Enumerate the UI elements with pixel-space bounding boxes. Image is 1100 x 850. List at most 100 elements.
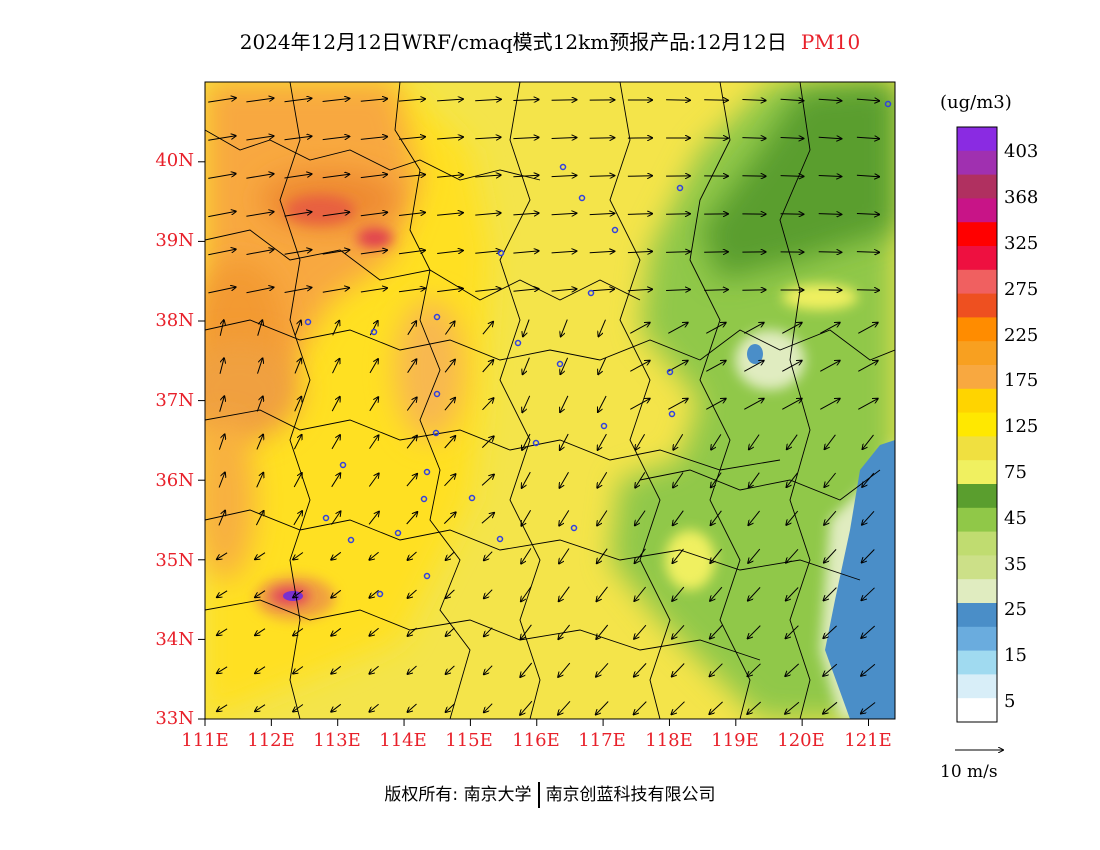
boundaries [205,82,895,719]
wind-arrow [369,665,379,674]
wind-arrow [398,99,425,101]
wind-arrow [709,701,723,714]
legend-label: 45 [1004,508,1027,529]
wind-arrow [863,434,874,449]
wind-arrow [856,99,879,101]
wind-arrow [246,136,273,141]
wind-arrow [787,472,798,487]
wind-arrow [513,251,538,253]
wind-arrow [293,552,304,560]
field-red-blob2 [357,228,393,248]
wind-arrow [861,702,876,714]
wind-arrow [780,138,804,139]
wind-arrow [635,548,646,563]
wind-arrow [406,512,418,525]
wind-arrow [597,548,608,564]
wind-arrow [369,359,378,374]
legend-label: 125 [1004,416,1039,437]
reference-wind-label: 10 m/s [940,762,998,782]
wind-arrow [513,137,538,138]
wind-arrow [634,586,646,601]
wind-arrow [823,663,838,676]
wind-arrow [219,358,224,374]
legend-swatch [957,555,997,580]
boundary-line [394,82,471,719]
city-marker [304,318,312,326]
lat-label-36: 36N [155,470,194,491]
boundary-line [639,469,881,501]
city-marker [376,590,384,598]
legend-swatch [957,127,997,152]
city-marker [587,289,595,297]
lon-label-120: 120E [777,730,825,751]
wind-arrow [597,510,608,526]
legend-label: 368 [1004,187,1039,208]
wind-arrow [284,174,312,179]
wind-arrow [627,289,652,290]
wind-arrow [597,472,608,487]
wind-arrow [861,663,876,676]
lon-label-112: 112E [247,730,295,751]
wind-arrow [521,624,532,639]
wind-arrow [368,512,379,525]
wind-arrow [522,471,531,488]
wind-arrow [208,287,235,294]
wind-arrow [360,174,387,179]
wind-arrow [782,323,801,334]
wind-arrow [858,361,877,372]
legend-swatch [957,579,997,604]
wind-arrow [551,138,577,139]
wind-arrow [672,624,685,638]
wind-arrow [369,551,379,560]
wind-arrow [668,323,687,334]
lon-label-115: 115E [445,730,493,751]
boundary-line [699,329,895,361]
wind-arrow [824,472,836,487]
wind-arrow [823,625,837,638]
lon-label-116: 116E [512,730,560,751]
legend-swatch [957,603,997,628]
wind-arrow [406,436,417,449]
wind-arrow [706,361,725,372]
wind-arrow [627,176,652,177]
wind-arrow [558,700,571,714]
wind-arrow [255,704,266,712]
wind-arrow [294,397,302,412]
wind-arrow [551,100,577,101]
wind-arrow [856,252,879,253]
wind-arrow [437,288,463,293]
wind-arrow [599,319,606,337]
legend-swatch [957,365,997,390]
wind-arrow [635,510,646,526]
city-marker [420,495,428,503]
wind-arrow [322,136,350,141]
wind-arrow [551,213,577,215]
boundary-line [205,319,701,361]
lon-label-118: 118E [645,730,693,751]
wind-arrow [331,703,342,711]
lon-label-119: 119E [711,730,759,751]
legend-unit: (ug/m3) [940,92,1012,113]
legend-swatch [957,269,997,295]
legend-swatch [957,412,997,437]
wind-arrow [484,703,493,713]
wind-arrow [331,511,341,525]
wind-arrow [597,586,608,601]
pollutant-label: PM10 [800,30,861,54]
city-markers [304,100,892,598]
wind-arrow [818,252,842,253]
wind-arrow [284,136,312,141]
wind-arrow [627,214,652,215]
wind-arrow [444,322,454,335]
boundary-line [689,82,751,719]
wind-arrow [589,176,615,177]
wind-arrow [208,98,236,103]
wind-arrow [322,288,349,293]
wind-arrow [749,472,760,488]
wind-arrow [672,586,685,601]
wind-arrow [246,212,273,217]
wind-arrow [484,665,493,675]
wind-arrow [558,662,571,677]
wind-arrow [217,628,228,635]
